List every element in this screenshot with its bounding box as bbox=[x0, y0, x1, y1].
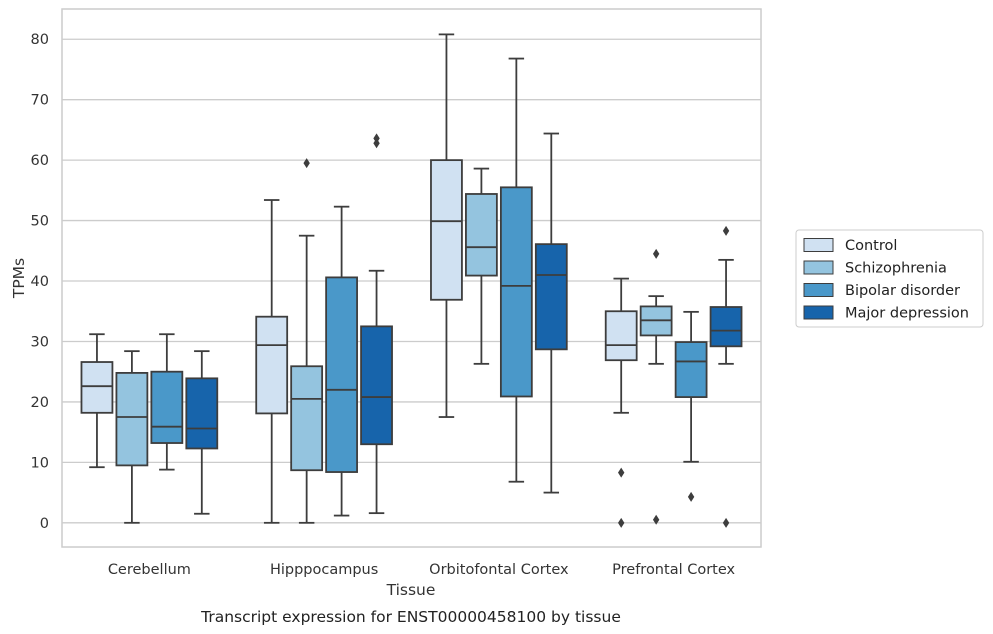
box-group bbox=[325, 205, 358, 517]
box-iqr bbox=[325, 276, 358, 473]
legend-swatch bbox=[803, 305, 834, 320]
box-group bbox=[430, 33, 463, 418]
box-group bbox=[360, 133, 393, 515]
chart-caption: Transcript expression for ENST0000045810… bbox=[200, 608, 621, 626]
y-tick-label: 80 bbox=[31, 32, 49, 48]
box-iqr bbox=[255, 315, 289, 415]
plot-frame bbox=[61, 8, 762, 548]
legend-swatch bbox=[803, 283, 834, 297]
box-group bbox=[465, 167, 498, 365]
box-iqr bbox=[674, 341, 708, 398]
outlier-point bbox=[373, 133, 380, 144]
x-tick-label: Orbitofontal Cortex bbox=[429, 562, 569, 578]
y-tick-label: 30 bbox=[31, 334, 49, 350]
outlier-point bbox=[652, 248, 660, 259]
box-iqr bbox=[150, 370, 184, 444]
y-tick-labels: 0 10 20 30 40 50 60 70 80 bbox=[31, 32, 49, 532]
box-iqr bbox=[465, 193, 498, 277]
x-tick-label: Prefrontal Cortex bbox=[612, 562, 735, 578]
x-tick-label: Cerebellum bbox=[108, 562, 191, 578]
x-axis-label: Tissue bbox=[386, 581, 436, 599]
box-group bbox=[639, 248, 673, 525]
y-tick-label: 60 bbox=[31, 153, 49, 169]
box-group bbox=[185, 350, 219, 515]
y-tick-label: 70 bbox=[31, 93, 49, 109]
legend-label: Control bbox=[845, 238, 897, 254]
box-plots bbox=[80, 33, 743, 528]
box-iqr bbox=[290, 365, 324, 472]
box-group bbox=[290, 158, 324, 524]
box-group bbox=[674, 310, 708, 502]
outlier-point bbox=[303, 158, 310, 169]
outlier-point bbox=[687, 491, 695, 502]
box-iqr bbox=[499, 186, 533, 398]
legend-frame bbox=[795, 229, 984, 328]
y-tick-label: 20 bbox=[31, 395, 49, 411]
box-group bbox=[255, 199, 289, 524]
legend-swatch bbox=[803, 238, 834, 252]
outlier-point bbox=[652, 514, 660, 525]
y-tick-label: 0 bbox=[40, 516, 49, 532]
outlier-point bbox=[722, 517, 730, 528]
box-group bbox=[115, 350, 149, 524]
box-iqr bbox=[80, 361, 114, 414]
y-tick-label: 10 bbox=[31, 455, 49, 471]
y-axis-label: TPMs bbox=[10, 258, 28, 299]
box-group bbox=[499, 57, 533, 483]
x-tick-labels: Cerebellum Hipppocampus Orbitofontal Corte… bbox=[108, 562, 736, 578]
box-iqr bbox=[115, 372, 149, 467]
legend-label: Schizophrenia bbox=[845, 261, 947, 277]
legend-label: Bipolar disorder bbox=[845, 283, 960, 299]
outlier-point bbox=[618, 467, 625, 478]
outlier-point bbox=[722, 225, 730, 236]
box-iqr bbox=[709, 306, 743, 348]
legend-label: Major depression bbox=[845, 306, 969, 322]
box-group bbox=[80, 333, 114, 469]
box-group bbox=[534, 132, 568, 494]
legend-swatch bbox=[803, 260, 834, 275]
y-tick-label: 50 bbox=[31, 214, 49, 230]
outlier-point bbox=[618, 517, 625, 528]
legend: Control Schizophrenia Bipolar disorder Majo… bbox=[795, 229, 984, 328]
y-tick-label: 40 bbox=[31, 274, 49, 290]
box-iqr bbox=[604, 310, 638, 362]
box-iqr bbox=[185, 377, 219, 450]
box-group bbox=[604, 277, 638, 528]
box-iqr bbox=[430, 159, 463, 301]
box-iqr bbox=[534, 243, 568, 351]
x-tick-label: Hipppocampus bbox=[270, 562, 378, 578]
box-group bbox=[709, 225, 743, 528]
box-group bbox=[150, 333, 184, 471]
box-iqr bbox=[360, 325, 393, 446]
